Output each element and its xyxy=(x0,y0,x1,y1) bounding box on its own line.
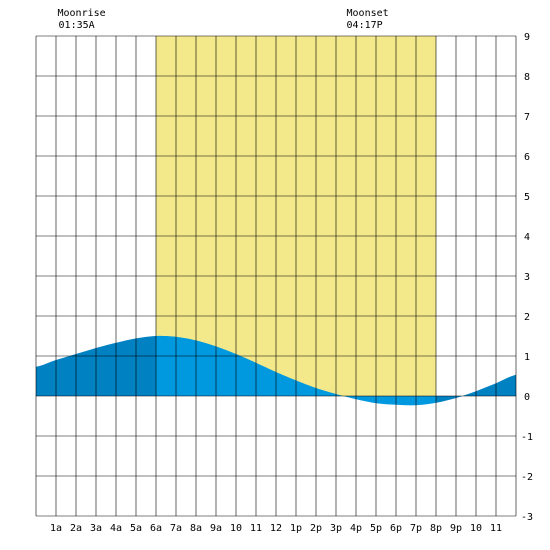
tide-area-daylight xyxy=(156,335,436,406)
x-tick-label: 6p xyxy=(390,523,402,534)
moonset-label: Moonset xyxy=(347,8,389,19)
x-axis-tick-labels: 1a 2a 3a 4a 5a 6a 7a 8a 9a 10 11 12 1p 2p 3p 4p 5p 6p 7p 8p… xyxy=(50,523,502,534)
y-tick-label: 2 xyxy=(524,312,530,323)
x-tick-label: 5a xyxy=(130,523,142,534)
x-tick-label: 6a xyxy=(150,523,162,534)
x-tick-label: 2a xyxy=(70,523,82,534)
x-tick-label: 12 xyxy=(270,523,282,534)
x-tick-label: 8p xyxy=(430,523,442,534)
x-tick-label: 2p xyxy=(310,523,322,534)
x-tick-label: 11 xyxy=(490,523,502,534)
y-tick-label: 4 xyxy=(524,232,530,243)
x-tick-label: 9p xyxy=(450,523,462,534)
y-tick-label: -2 xyxy=(521,472,533,483)
x-tick-label: 3a xyxy=(90,523,102,534)
moonset-time: 04:17P xyxy=(347,20,383,31)
x-tick-label: 1a xyxy=(50,523,62,534)
x-tick-label: 11 xyxy=(250,523,262,534)
x-tick-label: 5p xyxy=(370,523,382,534)
y-tick-label: 1 xyxy=(524,352,530,363)
y-tick-label: 6 xyxy=(524,152,530,163)
x-tick-label: 10 xyxy=(470,523,482,534)
moonrise-time: 01:35A xyxy=(59,20,95,31)
y-tick-label: 0 xyxy=(524,392,530,403)
y-tick-label: 3 xyxy=(524,272,530,283)
y-tick-label: 5 xyxy=(524,192,530,203)
y-tick-label: 8 xyxy=(524,72,530,83)
x-tick-label: 7p xyxy=(410,523,422,534)
x-tick-label: 3p xyxy=(330,523,342,534)
x-tick-label: 1p xyxy=(290,523,302,534)
x-tick-label: 10 xyxy=(230,523,242,534)
y-axis-tick-labels: 9 8 7 6 5 4 3 2 1 0 -1 -2 -3 xyxy=(521,32,533,523)
x-tick-label: 8a xyxy=(190,523,202,534)
x-tick-label: 4p xyxy=(350,523,362,534)
grid-lines xyxy=(35,35,517,517)
x-tick-label: 4a xyxy=(110,523,122,534)
y-tick-label: -1 xyxy=(521,432,533,443)
moonrise-label: Moonrise xyxy=(58,8,106,19)
y-tick-label: 9 xyxy=(524,32,530,43)
x-tick-label: 9a xyxy=(210,523,222,534)
y-tick-label: -3 xyxy=(521,512,533,523)
x-tick-label: 7a xyxy=(170,523,182,534)
y-tick-label: 7 xyxy=(524,112,530,123)
moon-annotations: Moonrise 01:35A Moonset 04:17P xyxy=(58,8,389,31)
